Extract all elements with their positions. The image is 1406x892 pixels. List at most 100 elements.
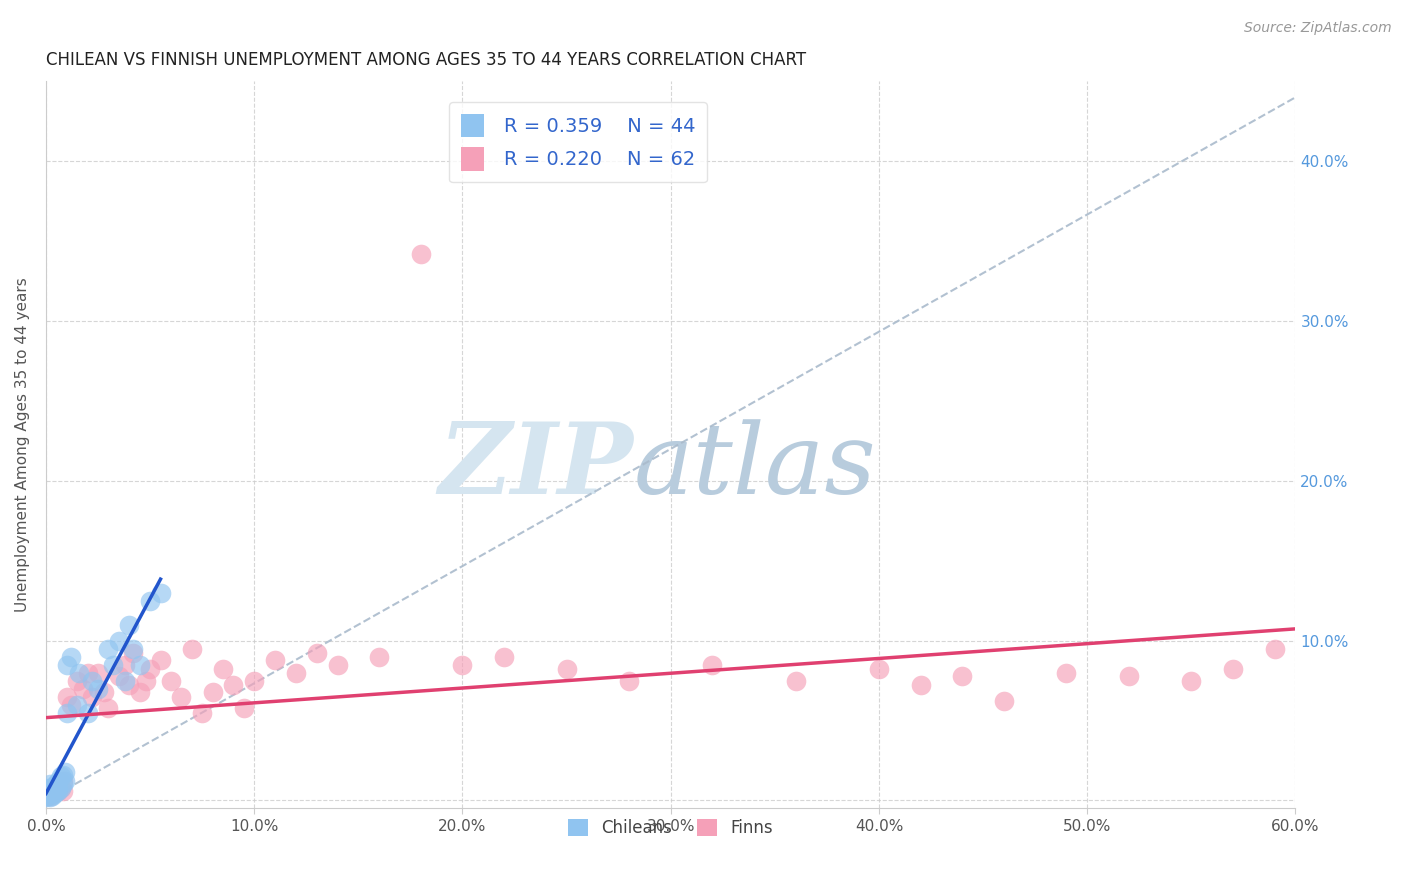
Point xyxy=(135,673,157,688)
Point xyxy=(1264,641,1286,656)
Point xyxy=(48,784,70,798)
Point xyxy=(128,657,150,672)
Point xyxy=(39,789,62,803)
Point xyxy=(41,782,63,797)
Point xyxy=(52,768,75,782)
Point xyxy=(97,641,120,656)
Point xyxy=(494,649,516,664)
Point xyxy=(37,787,59,801)
Point xyxy=(993,694,1015,708)
Point xyxy=(87,681,110,696)
Point xyxy=(555,662,578,676)
Point xyxy=(56,706,79,720)
Point xyxy=(87,665,110,680)
Point xyxy=(44,784,66,798)
Point xyxy=(180,641,202,656)
Point xyxy=(108,669,131,683)
Point xyxy=(41,789,63,803)
Point xyxy=(48,780,70,795)
Text: Source: ZipAtlas.com: Source: ZipAtlas.com xyxy=(1244,21,1392,35)
Point xyxy=(39,787,62,801)
Point xyxy=(39,782,62,797)
Point xyxy=(44,785,66,799)
Point xyxy=(122,647,145,661)
Point xyxy=(66,698,89,712)
Point xyxy=(66,673,89,688)
Point xyxy=(284,665,307,680)
Point xyxy=(76,706,98,720)
Point xyxy=(170,690,193,704)
Point xyxy=(37,784,59,798)
Point xyxy=(1118,669,1140,683)
Point xyxy=(48,784,70,798)
Point xyxy=(93,685,115,699)
Point xyxy=(80,690,103,704)
Point xyxy=(122,641,145,656)
Point xyxy=(409,247,432,261)
Point xyxy=(97,700,120,714)
Point xyxy=(617,673,640,688)
Point xyxy=(149,653,172,667)
Point xyxy=(108,633,131,648)
Point xyxy=(59,698,82,712)
Point xyxy=(44,780,66,795)
Point xyxy=(305,647,328,661)
Point xyxy=(45,785,67,799)
Point xyxy=(44,779,66,793)
Point xyxy=(1180,673,1202,688)
Point xyxy=(41,780,63,795)
Point xyxy=(243,673,266,688)
Point xyxy=(45,779,67,793)
Point xyxy=(191,706,214,720)
Point xyxy=(49,780,72,795)
Point xyxy=(264,653,287,667)
Point xyxy=(41,785,63,799)
Point xyxy=(39,790,62,805)
Point xyxy=(45,782,67,797)
Point xyxy=(56,657,79,672)
Point xyxy=(45,777,67,791)
Point xyxy=(48,774,70,789)
Point xyxy=(44,787,66,801)
Point xyxy=(39,784,62,798)
Point xyxy=(48,777,70,791)
Point xyxy=(451,657,474,672)
Point xyxy=(149,585,172,599)
Point xyxy=(326,657,349,672)
Point xyxy=(1222,662,1244,676)
Point xyxy=(212,662,235,676)
Text: ZIP: ZIP xyxy=(439,418,633,515)
Point xyxy=(45,785,67,799)
Text: CHILEAN VS FINNISH UNEMPLOYMENT AMONG AGES 35 TO 44 YEARS CORRELATION CHART: CHILEAN VS FINNISH UNEMPLOYMENT AMONG AG… xyxy=(46,51,806,69)
Point xyxy=(67,665,90,680)
Point xyxy=(37,789,59,803)
Point xyxy=(49,780,72,795)
Point xyxy=(56,690,79,704)
Point xyxy=(785,673,807,688)
Point xyxy=(222,678,245,692)
Point xyxy=(80,673,103,688)
Point xyxy=(868,662,890,676)
Point xyxy=(910,678,932,692)
Legend: Chileans, Finns: Chileans, Finns xyxy=(561,813,780,844)
Point xyxy=(139,662,162,676)
Point xyxy=(39,777,62,791)
Point xyxy=(201,685,224,699)
Point xyxy=(114,673,136,688)
Point xyxy=(128,685,150,699)
Point xyxy=(950,669,973,683)
Point xyxy=(35,785,58,799)
Point xyxy=(114,657,136,672)
Point xyxy=(59,649,82,664)
Point xyxy=(76,665,98,680)
Point xyxy=(118,678,141,692)
Point xyxy=(52,774,75,789)
Point xyxy=(52,784,75,798)
Point xyxy=(41,787,63,801)
Point xyxy=(53,764,76,779)
Point xyxy=(52,777,75,791)
Point xyxy=(72,681,94,696)
Point xyxy=(368,649,391,664)
Point xyxy=(49,769,72,783)
Point xyxy=(160,673,183,688)
